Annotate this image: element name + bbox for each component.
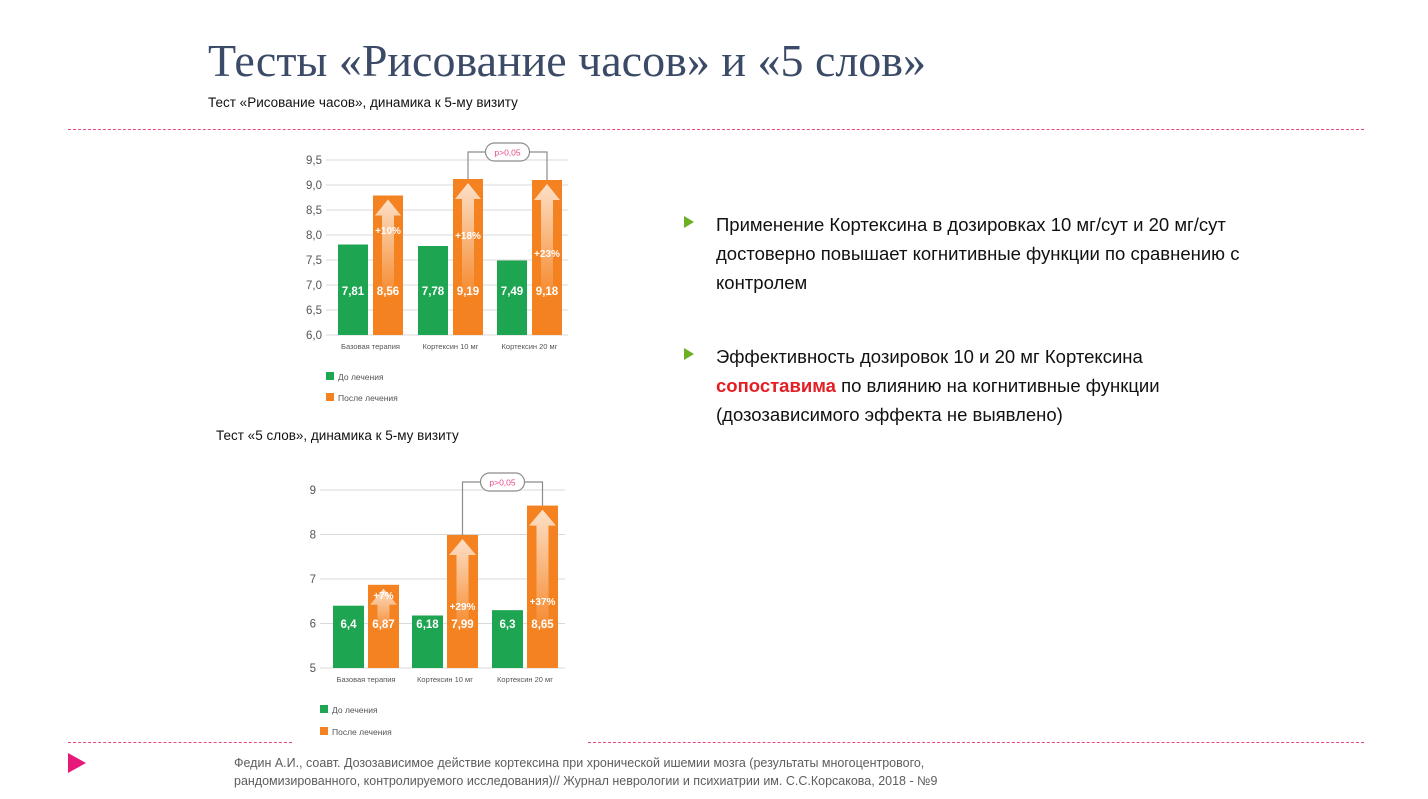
conclusion-item: Применение Кортексина в дозировках 10 мг… [684,210,1244,297]
y-tick-label: 8,0 [306,230,322,242]
x-category-label: Кортексин 20 мг [502,342,558,351]
change-label: +29% [450,602,476,613]
growth-arrow-icon [375,199,401,297]
y-tick-label: 9,5 [306,155,322,167]
value-label-after: 7,99 [451,619,473,631]
x-category-label: Кортексин 10 мг [417,675,473,684]
conclusion-item: Эффективность дозировок 10 и 20 мг Корте… [684,342,1244,429]
bar-before [338,244,368,335]
y-tick-label: 7,0 [306,280,322,292]
bar-before [492,610,523,668]
x-category-label: Базовая терапия [337,675,396,684]
legend-swatch [320,727,328,735]
value-label-before: 6,18 [416,619,439,631]
growth-arrow-icon [455,183,481,297]
x-category-label: Кортексин 20 мг [497,675,553,684]
legend-label: До лечения [332,705,378,715]
growth-arrow-icon [370,588,397,630]
significance-label: p>0,05 [494,148,521,158]
triangle-bullet-icon [684,348,694,360]
y-tick-label: 7 [310,574,316,586]
change-label: +10% [375,226,401,237]
value-label-before: 6,4 [341,619,358,631]
growth-arrow-icon [449,538,476,630]
conclusion-text: Применение Кортексина в дозировках 10 мг… [716,214,1240,293]
legend-label: После лечения [332,727,392,737]
value-label-after: 9,19 [457,286,479,298]
conclusion-text-start: Эффективность дозировок 10 и 20 мг Корте… [716,346,1143,367]
highlight-word: сопоставима [716,375,836,396]
y-tick-label: 8,5 [306,205,322,217]
y-tick-label: 6,5 [306,305,322,317]
five-words-chart: 5 6 7 8 9 +7% 6,4 6,87 Базовая терапия +29% 6,18 7,… [310,472,565,737]
change-label: +37% [530,597,556,608]
conclusions-list: Применение Кортексина в дозировках 10 мг… [684,210,1244,429]
y-tick-label: 9,0 [306,180,322,192]
bar-before [412,615,443,668]
significance-badge [484,142,531,162]
value-label-after: 8,56 [377,286,399,298]
growth-arrow-icon [534,184,560,297]
legend-label: После лечения [338,393,398,403]
change-label: +7% [373,591,393,602]
bar-before [333,605,364,668]
chart1-caption: Тест «Рисование часов», динамика к 5-му … [208,95,518,110]
legend-swatch [326,372,334,380]
y-tick-label: 7,5 [306,255,322,267]
value-label-before: 6,3 [500,619,516,631]
y-tick-label: 8 [310,530,316,542]
value-label-after: 8,65 [531,619,554,631]
change-label: +18% [455,231,481,242]
legend-swatch [326,393,334,401]
y-tick-label: 9 [310,485,316,497]
value-label-after: 9,18 [536,286,559,298]
reference-line-2: рандомизированного, контролируемого иссл… [234,774,938,788]
chart2-caption: Тест «5 слов», динамика к 5-му визиту [216,428,459,443]
top-divider [68,129,1364,130]
reference-arrow-icon [68,753,86,773]
change-label: +23% [534,249,560,260]
value-label-before: 7,81 [342,286,365,298]
conclusion-text-end: по влиянию на когнитивные функции (дозоз… [716,375,1160,425]
significance-label: p>0,05 [489,478,516,488]
x-category-label: Кортексин 10 мг [423,342,479,351]
significance-badge [479,472,526,492]
growth-arrow-icon [529,509,556,630]
legend-swatch [320,705,328,713]
y-tick-label: 6,0 [306,330,322,342]
value-label-after: 6,87 [372,619,394,631]
reference-citation: Федин А.И., соавт. Дозозависимое действи… [234,754,1134,790]
value-label-before: 7,49 [501,286,523,298]
bar-before [418,246,448,335]
clock-drawing-chart: 6,0 6,5 7,0 7,5 8,0 8,5 9,0 9,5 +10% 7,81 8,56 Базо… [306,142,568,403]
triangle-bullet-icon [684,216,694,228]
value-label-before: 7,78 [422,286,445,298]
y-tick-label: 5 [310,663,316,675]
bottom-divider-left [68,742,292,743]
legend-label: До лечения [338,372,384,382]
bottom-divider-right [588,742,1364,743]
bar-before [497,260,527,335]
x-category-label: Базовая терапия [341,342,400,351]
page-title: Тесты «Рисование часов» и «5 слов» [208,35,927,86]
y-tick-label: 6 [310,619,316,631]
reference-line-1: Федин А.И., соавт. Дозозависимое действи… [234,756,925,770]
